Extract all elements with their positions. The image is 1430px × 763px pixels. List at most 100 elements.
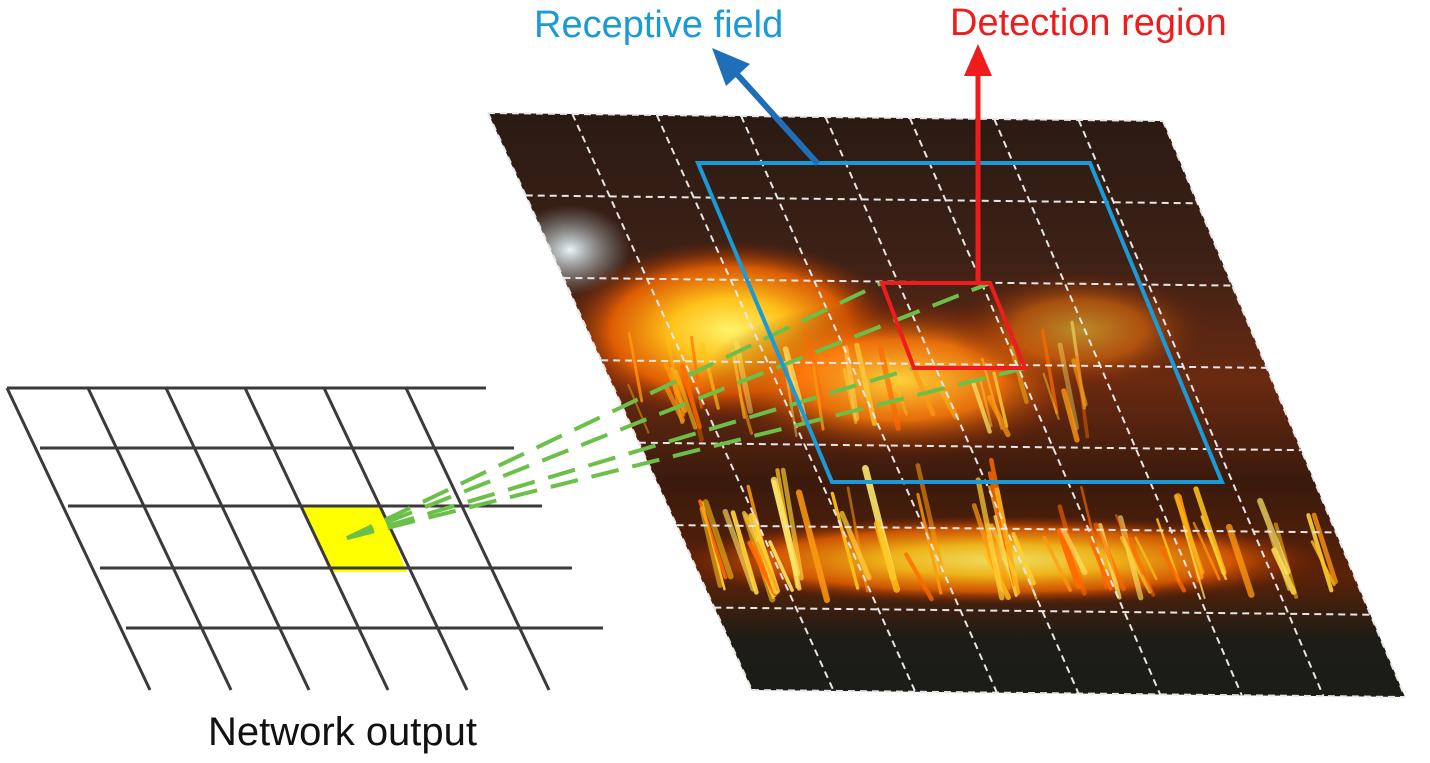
image-grid <box>487 112 1406 698</box>
flame-streak <box>1311 512 1338 585</box>
flame-streak <box>885 357 908 416</box>
projection-lines <box>346 281 1026 540</box>
flame-streak <box>1128 537 1156 597</box>
output-grid-col-line <box>243 387 390 691</box>
flame-streak <box>1134 536 1158 581</box>
flame-streak <box>846 486 869 593</box>
projection-line-4 <box>346 366 1026 540</box>
flame-streak <box>1310 540 1336 587</box>
flame-streak <box>1225 523 1255 598</box>
flame-streak <box>1042 535 1072 592</box>
image-grid-col-line <box>1162 120 1406 698</box>
flame-streak <box>1089 539 1113 591</box>
flame-streak <box>1158 545 1187 593</box>
image-grid-col-line <box>571 113 835 692</box>
receptive-field-label: Receptive field <box>534 4 784 46</box>
output-grid-col-line <box>86 387 233 691</box>
flame-streak <box>1266 528 1290 591</box>
flame-streak <box>1071 358 1088 407</box>
flame-streak <box>627 383 650 434</box>
flame-streak <box>1093 522 1127 592</box>
detection-region-arrow <box>964 44 992 283</box>
flame-streak <box>970 378 992 434</box>
flame-streak <box>780 467 804 581</box>
flame-streak <box>989 523 1017 577</box>
flame-streak <box>1061 388 1080 443</box>
flame-streak <box>674 369 698 430</box>
network-output-label: Network output <box>208 710 478 754</box>
flame-streak <box>768 540 794 592</box>
flame-streak <box>1040 328 1059 415</box>
image-grid-col-line <box>824 116 1080 694</box>
image-grid-col-line <box>993 118 1243 696</box>
flame-streak <box>843 345 860 422</box>
receptive-field-box <box>694 161 1225 484</box>
flame-streak <box>702 499 734 580</box>
flame-streak <box>978 377 993 428</box>
image-grid-row-line <box>525 194 1198 205</box>
flame-streak <box>904 552 934 602</box>
flame-streak <box>627 332 644 403</box>
flame-streak <box>738 392 754 435</box>
detection-region-label: Detection region <box>950 2 1227 44</box>
output-grid-col-line <box>404 387 551 691</box>
output-grid-col-line <box>5 387 152 691</box>
flame-streak <box>1173 494 1205 575</box>
flame-streak <box>700 342 720 410</box>
flame-streak <box>1200 515 1228 581</box>
flame-streak <box>1011 531 1036 586</box>
flame-streak <box>699 506 723 588</box>
image-grid-col-line <box>740 115 998 694</box>
flame-streak <box>1182 525 1206 599</box>
flame-streak <box>1057 342 1080 431</box>
flame-streak <box>1061 528 1088 576</box>
image-grid-row-line <box>714 606 1371 616</box>
flame-streak <box>747 540 778 597</box>
projection-line-1 <box>346 281 883 540</box>
projection-line-3 <box>346 366 915 540</box>
flame-streak <box>839 510 872 581</box>
flame-streak <box>873 520 901 593</box>
highlighted-output-cell <box>302 506 407 572</box>
image-grid-row-line <box>601 359 1267 369</box>
flame-streak <box>992 371 1009 428</box>
flame-streak <box>1009 345 1029 405</box>
flame-streak <box>842 367 858 425</box>
receptive-field-arrow <box>712 48 821 167</box>
image-grid-row-line <box>638 441 1302 452</box>
image-grid-row-line <box>563 276 1233 287</box>
flame-streak <box>1192 521 1221 581</box>
flame-streak <box>771 479 802 591</box>
flame-streak <box>975 477 1005 601</box>
detection-region-box <box>879 281 1028 370</box>
flame-streak <box>756 541 779 591</box>
output-grid-col-line <box>322 387 469 691</box>
flame-streak <box>1120 535 1153 594</box>
network-output-grid <box>5 386 603 691</box>
flame-streak <box>663 361 688 414</box>
flame-streak <box>1114 514 1145 576</box>
image-grid-col-line <box>655 114 917 693</box>
flame-streak <box>795 489 831 604</box>
flame-streak <box>1012 534 1038 600</box>
flame-streak <box>854 342 878 427</box>
output-grid-col-line <box>164 387 311 691</box>
flame-streak <box>1056 527 1083 589</box>
flame-streak <box>1042 372 1060 420</box>
flame-streak <box>1257 497 1291 575</box>
flame-streak <box>733 340 754 414</box>
flame-streak <box>986 394 1011 438</box>
flame-streak <box>664 386 686 423</box>
flame-streak <box>916 492 943 595</box>
image-grid-col-line <box>1077 119 1325 697</box>
image-grid-col-line <box>908 117 1162 695</box>
flame-streak <box>1074 355 1090 439</box>
flame-streak <box>680 364 702 430</box>
arrowhead-icon <box>712 48 750 86</box>
image-grid-col-line <box>487 112 753 691</box>
flame-streak <box>722 508 756 592</box>
arrowhead-icon <box>964 44 992 76</box>
flame-streak <box>1306 513 1334 593</box>
